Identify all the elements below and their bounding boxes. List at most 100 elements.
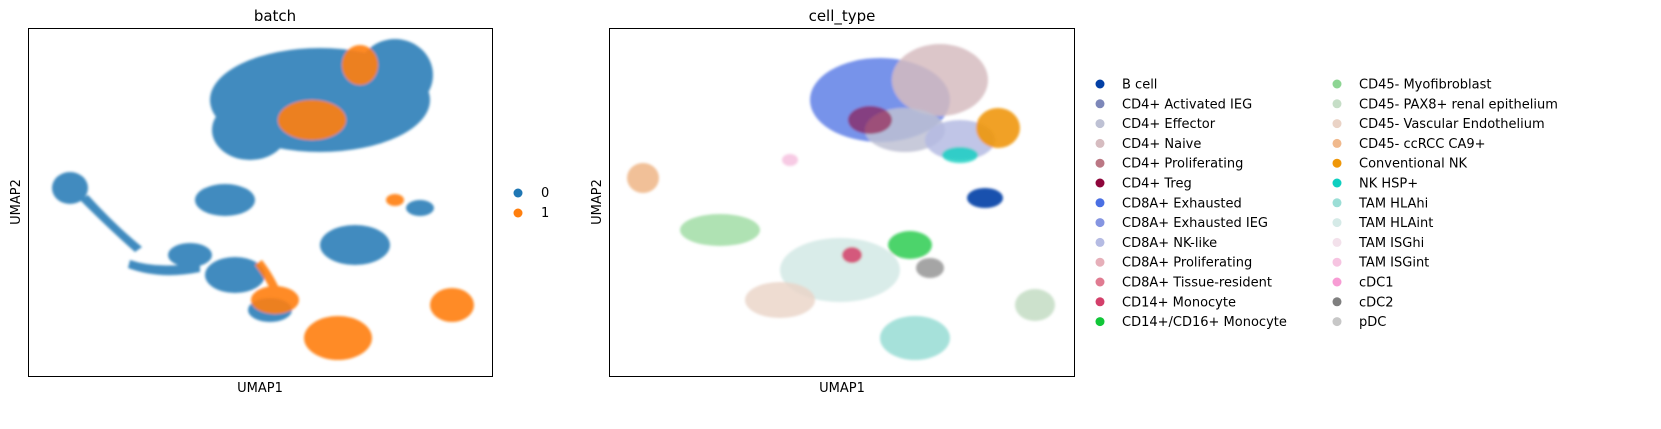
cell-type-legend-label-22: TAM ISGint — [1358, 256, 1429, 271]
cell-type-legend-swatch-13 — [1332, 79, 1342, 89]
cell-type-legend-swatch-12 — [1095, 317, 1105, 327]
batch-legend: 0 1 — [513, 186, 549, 221]
batch-title: batch — [254, 7, 296, 25]
cell-type-legend-label-4: CD4+ Proliferating — [1122, 157, 1243, 172]
cell-type-title: cell_type — [809, 7, 876, 26]
cell-type-plot-frame — [609, 28, 1075, 377]
batch0-cluster-lower-left — [168, 243, 212, 267]
cell-type-legend-label-13: CD45- Myofibroblast — [1359, 78, 1491, 93]
cell-type-legend-swatch-16 — [1332, 138, 1342, 148]
cell-type-legend-label-0: B cell — [1122, 78, 1157, 93]
celltype-ccrcc-cloud — [627, 163, 659, 193]
cell-type-legend-swatch-7 — [1095, 218, 1105, 228]
batch1-cluster-small-right — [386, 194, 404, 206]
cell-type-legend-label-2: CD4+ Effector — [1122, 117, 1216, 132]
cell-type-legend-swatch-0 — [1095, 79, 1105, 89]
batch0-arm — [128, 260, 200, 276]
cell-type-legend-label-15: CD45- Vascular Endothelium — [1359, 117, 1545, 132]
cell-type-scatter — [627, 44, 1055, 360]
celltype-cd14-monocyte-cloud — [842, 247, 862, 263]
batch1-cluster-top-right — [342, 45, 378, 85]
celltype-pax8-epithelium-cloud — [1015, 289, 1055, 321]
celltype-tam-hlahi-cloud — [880, 316, 950, 360]
cell-type-legend-swatch-22 — [1332, 257, 1342, 267]
cell-type-legend-label-3: CD4+ Naive — [1122, 137, 1201, 152]
cell-type-legend-swatch-4 — [1095, 158, 1105, 168]
cell-type-legend-swatch-24 — [1332, 297, 1342, 307]
cell-type-legend-label-1: CD4+ Activated IEG — [1122, 97, 1252, 112]
batch-legend-swatch-0 — [513, 188, 523, 198]
cell-type-legend-label-24: cDC2 — [1359, 295, 1394, 310]
cell-type-panel: cell_type UMAP1 UMAP2 B cell CD4+ Activat… — [590, 7, 1558, 396]
celltype-cdc2-cloud — [916, 258, 944, 278]
cell-type-legend-swatch-1 — [1095, 99, 1105, 109]
cell-type-legend-swatch-18 — [1332, 178, 1342, 188]
celltype-cd4-naive-cloud — [892, 44, 988, 116]
cell-type-legend-label-9: CD8A+ Proliferating — [1122, 256, 1252, 271]
celltype-nk-hsp-cloud — [942, 147, 978, 163]
batch0-trail — [80, 195, 142, 252]
cell-type-ylabel: UMAP2 — [590, 179, 605, 225]
cell-type-legend-swatch-10 — [1095, 277, 1105, 287]
cell-type-legend-label-7: CD8A+ Exhausted IEG — [1122, 216, 1268, 231]
cell-type-legend-label-21: TAM ISGhi — [1358, 236, 1424, 251]
cell-type-legend-label-14: CD45- PAX8+ renal epithelium — [1359, 97, 1558, 112]
cell-type-legend-label-11: CD14+ Monocyte — [1122, 295, 1236, 310]
celltype-conventional-nk-cloud — [976, 108, 1020, 148]
batch-legend-label-1: 1 — [541, 206, 549, 221]
batch-ylabel: UMAP2 — [9, 179, 24, 225]
cell-type-legend-swatch-15 — [1332, 119, 1342, 129]
batch-panel: batch — [9, 7, 549, 396]
cell-type-legend-swatch-6 — [1095, 198, 1105, 208]
cell-type-legend-label-10: CD8A+ Tissue-resident — [1122, 276, 1272, 291]
batch-xlabel: UMAP1 — [237, 381, 283, 396]
batch-scatter — [52, 39, 474, 360]
batch1-cluster-top — [278, 100, 346, 140]
batch0-cluster-mid-right — [320, 225, 390, 265]
batch-plot-frame — [28, 28, 493, 377]
celltype-cd4-treg-cloud — [848, 106, 892, 134]
cell-type-legend-label-23: cDC1 — [1359, 276, 1394, 291]
cell-type-legend-swatch-20 — [1332, 218, 1342, 228]
cell-type-legend-swatch-5 — [1095, 178, 1105, 188]
cell-type-legend-label-8: CD8A+ NK-like — [1122, 236, 1217, 251]
celltype-vascular-endothelium-cloud — [745, 282, 815, 318]
cell-type-legend-swatch-14 — [1332, 99, 1342, 109]
batch-legend-label-0: 0 — [541, 186, 549, 201]
cell-type-legend-label-16: CD45- ccRCC CA9+ — [1359, 137, 1486, 152]
cell-type-legend-label-5: CD4+ Treg — [1122, 177, 1192, 192]
cell-type-legend-swatch-2 — [1095, 119, 1105, 129]
cell-type-legend-swatch-8 — [1095, 237, 1105, 247]
celltype-b-cell-cloud — [967, 188, 1003, 208]
cell-type-legend-swatch-19 — [1332, 198, 1342, 208]
cell-type-legend-swatch-17 — [1332, 158, 1342, 168]
batch0-cluster-mid — [195, 184, 255, 216]
cell-type-legend-swatch-11 — [1095, 297, 1105, 307]
cell-type-legend-label-6: CD8A+ Exhausted — [1122, 196, 1242, 211]
batch0-cluster-top-left — [212, 100, 288, 160]
batch-legend-swatch-1 — [513, 208, 523, 218]
batch1-cluster-bottom — [304, 316, 372, 360]
cell-type-legend-label-25: pDC — [1359, 315, 1386, 330]
cell-type-legend-label-12: CD14+/CD16+ Monocyte — [1122, 315, 1287, 330]
cell-type-legend: B cell CD4+ Activated IEG CD4+ Effector CD4… — [1095, 78, 1558, 330]
cell-type-legend-label-18: NK HSP+ — [1359, 177, 1418, 192]
cell-type-legend-swatch-21 — [1332, 237, 1342, 247]
batch0-cluster-upper-left — [52, 172, 88, 204]
cell-type-legend-swatch-23 — [1332, 277, 1342, 287]
batch0-cluster-lower-mid — [205, 257, 265, 293]
cell-type-legend-swatch-3 — [1095, 138, 1105, 148]
batch1-strand — [255, 260, 283, 300]
celltype-cd14-16-monocyte-cloud — [888, 231, 932, 259]
celltype-tam-isgint-cloud — [782, 154, 798, 166]
cell-type-legend-swatch-9 — [1095, 257, 1105, 267]
cell-type-legend-swatch-25 — [1332, 317, 1342, 327]
cell-type-legend-label-17: Conventional NK — [1359, 157, 1468, 172]
celltype-tam-hlaint-cloud — [780, 238, 900, 302]
cell-type-xlabel: UMAP1 — [819, 381, 865, 396]
cell-type-legend-label-19: TAM HLAhi — [1358, 196, 1428, 211]
batch1-cluster-far-right — [430, 288, 474, 322]
batch0-cluster-small-right — [406, 200, 434, 216]
celltype-myofibroblast-cloud — [680, 214, 760, 246]
